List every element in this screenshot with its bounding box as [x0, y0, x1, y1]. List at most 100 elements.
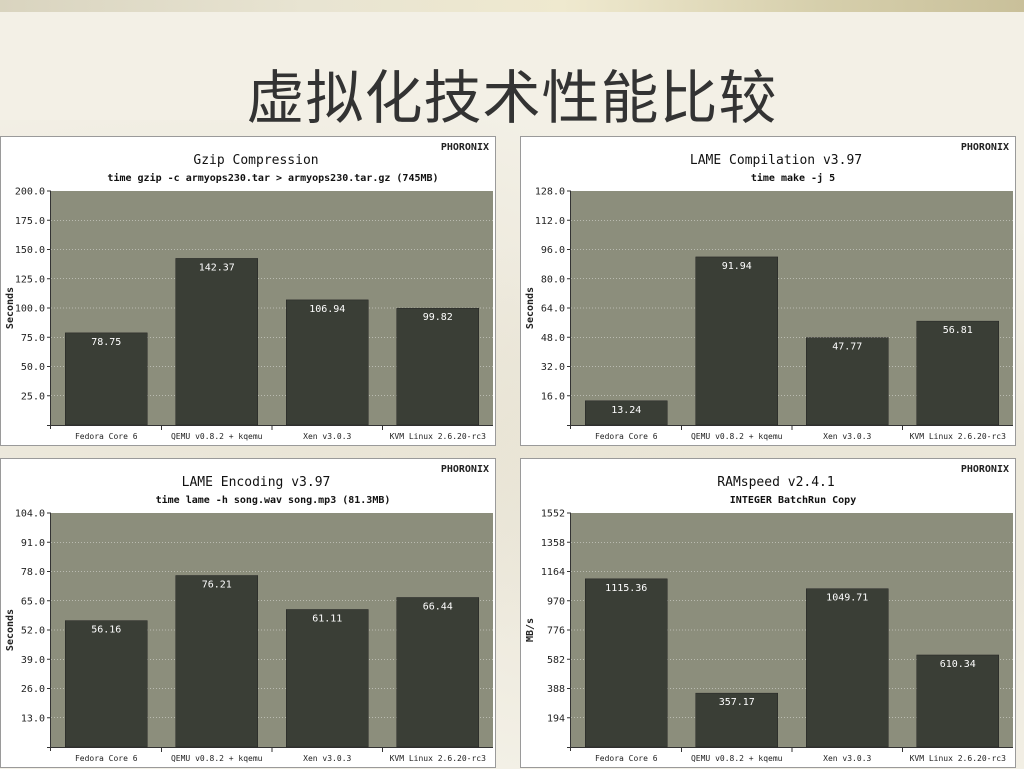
bar-value-label: 91.94 [722, 261, 752, 272]
chart-subtitle: time lame -h song.wav song.mp3 (81.3MB) [156, 494, 391, 506]
bar-value-label: 47.77 [832, 342, 862, 353]
y-tick-label: 970 [547, 596, 565, 607]
bar [585, 400, 668, 426]
y-tick-label: 112.0 [535, 216, 565, 227]
y-tick-label: 1552 [541, 509, 565, 520]
y-tick-label: 776 [547, 626, 565, 637]
y-tick-label: 13.0 [21, 713, 45, 724]
x-tick-label: QEMU v0.8.2 + kqemu [691, 432, 783, 441]
y-tick-label: 32.0 [541, 362, 565, 373]
y-axis-label: Seconds [525, 287, 536, 329]
x-tick-label: QEMU v0.8.2 + kqemu [171, 432, 263, 441]
y-tick-label: 64.0 [541, 304, 565, 315]
y-tick-label: 91.0 [21, 538, 45, 549]
x-tick-label: Fedora Core 6 [595, 432, 658, 441]
bar [175, 258, 258, 426]
brand-label: PHORONIX [441, 464, 489, 475]
x-tick-label: QEMU v0.8.2 + kqemu [171, 754, 263, 763]
y-tick-label: 125.0 [15, 274, 45, 285]
bar-value-label: 13.24 [611, 405, 641, 416]
x-tick-label: KVM Linux 2.6.20-rc3 [390, 754, 487, 763]
bar [585, 578, 668, 748]
chart-title: Gzip Compression [193, 153, 318, 168]
y-tick-label: 25.0 [21, 391, 45, 402]
bar [695, 256, 778, 426]
y-tick-label: 26.0 [21, 684, 45, 695]
bar [916, 320, 999, 426]
bar [396, 597, 479, 748]
chart-subtitle: time gzip -c armyops230.tar > armyops230… [107, 172, 438, 184]
brand-label: PHORONIX [961, 464, 1009, 475]
chart-lame-compilation: PHORONIX LAME Compilation v3.97 time make … [525, 142, 1013, 441]
chart-title: LAME Compilation v3.97 [690, 153, 862, 168]
y-tick-label: 388 [547, 684, 565, 695]
chart-panel-lame-compilation: PHORONIX LAME Compilation v3.97 time make … [520, 136, 1016, 446]
bar [65, 620, 148, 748]
y-tick-label: 96.0 [541, 245, 565, 256]
x-tick-label: Xen v3.0.3 [303, 754, 351, 763]
chart-panel-lame-encoding: PHORONIX LAME Encoding v3.97 time lame -h … [0, 458, 496, 768]
bar-value-label: 56.16 [91, 625, 121, 636]
chart-subtitle: time make -j 5 [751, 172, 835, 184]
y-tick-label: 39.0 [21, 655, 45, 666]
y-tick-label: 48.0 [541, 333, 565, 344]
x-tick-label: Fedora Core 6 [75, 432, 138, 441]
y-tick-label: 175.0 [15, 216, 45, 227]
bar-value-label: 1049.71 [826, 593, 868, 604]
slide-title: 虚拟化技术性能比较 [246, 64, 778, 132]
y-tick-label: 75.0 [21, 333, 45, 344]
top-decorative-band [0, 0, 1024, 12]
y-tick-label: 104.0 [15, 509, 45, 520]
x-tick-label: QEMU v0.8.2 + kqemu [691, 754, 783, 763]
bar [65, 332, 148, 426]
chart-title: LAME Encoding v3.97 [182, 475, 331, 490]
bar [916, 654, 999, 748]
bar-value-label: 78.75 [91, 337, 121, 348]
brand-label: PHORONIX [441, 142, 489, 153]
x-tick-label: Xen v3.0.3 [823, 432, 871, 441]
y-tick-label: 582 [547, 655, 565, 666]
chart-ramspeed: PHORONIX RAMspeed v2.4.1 INTEGER BatchRun … [525, 464, 1013, 763]
bar [806, 337, 889, 426]
bar-value-label: 61.11 [312, 614, 342, 625]
x-tick-label: Xen v3.0.3 [823, 754, 871, 763]
chart-title: RAMspeed v2.4.1 [717, 475, 834, 490]
bar [806, 588, 889, 748]
bar-value-label: 142.37 [199, 262, 235, 273]
x-tick-label: Fedora Core 6 [75, 754, 138, 763]
y-tick-label: 1164 [541, 567, 565, 578]
bar [695, 692, 778, 748]
x-tick-label: Xen v3.0.3 [303, 432, 351, 441]
x-tick-label: KVM Linux 2.6.20-rc3 [910, 754, 1007, 763]
y-tick-label: 78.0 [21, 567, 45, 578]
bar-value-label: 56.81 [943, 325, 973, 336]
y-axis-label: Seconds [5, 609, 16, 651]
y-tick-label: 16.0 [541, 391, 565, 402]
x-tick-label: Fedora Core 6 [595, 754, 658, 763]
y-tick-label: 50.0 [21, 362, 45, 373]
y-tick-label: 1358 [541, 538, 565, 549]
bar-value-label: 610.34 [940, 659, 976, 670]
chart-panel-gzip: PHORONIX Gzip Compression time gzip -c arm… [0, 136, 496, 446]
y-tick-label: 52.0 [21, 626, 45, 637]
bar [286, 609, 369, 748]
chart-panel-ramspeed: PHORONIX RAMspeed v2.4.1 INTEGER BatchRun … [520, 458, 1016, 768]
bar-value-label: 76.21 [202, 580, 232, 591]
chart-lame-encoding: PHORONIX LAME Encoding v3.97 time lame -h … [5, 464, 493, 763]
y-axis-label: Seconds [5, 287, 16, 329]
bar [286, 299, 369, 426]
y-tick-label: 194 [547, 713, 565, 724]
bar-value-label: 106.94 [309, 304, 345, 315]
bar-value-label: 66.44 [423, 602, 453, 613]
x-tick-label: KVM Linux 2.6.20-rc3 [910, 432, 1007, 441]
chart-gzip: PHORONIX Gzip Compression time gzip -c arm… [5, 142, 493, 441]
y-tick-label: 200.0 [15, 187, 45, 198]
bar [396, 307, 479, 426]
bar-value-label: 1115.36 [605, 583, 647, 594]
y-tick-label: 100.0 [15, 304, 45, 315]
y-axis-label: MB/s [525, 618, 536, 642]
brand-label: PHORONIX [961, 142, 1009, 153]
chart-subtitle: INTEGER BatchRun Copy [730, 495, 856, 506]
y-tick-label: 128.0 [535, 187, 565, 198]
y-tick-label: 65.0 [21, 596, 45, 607]
